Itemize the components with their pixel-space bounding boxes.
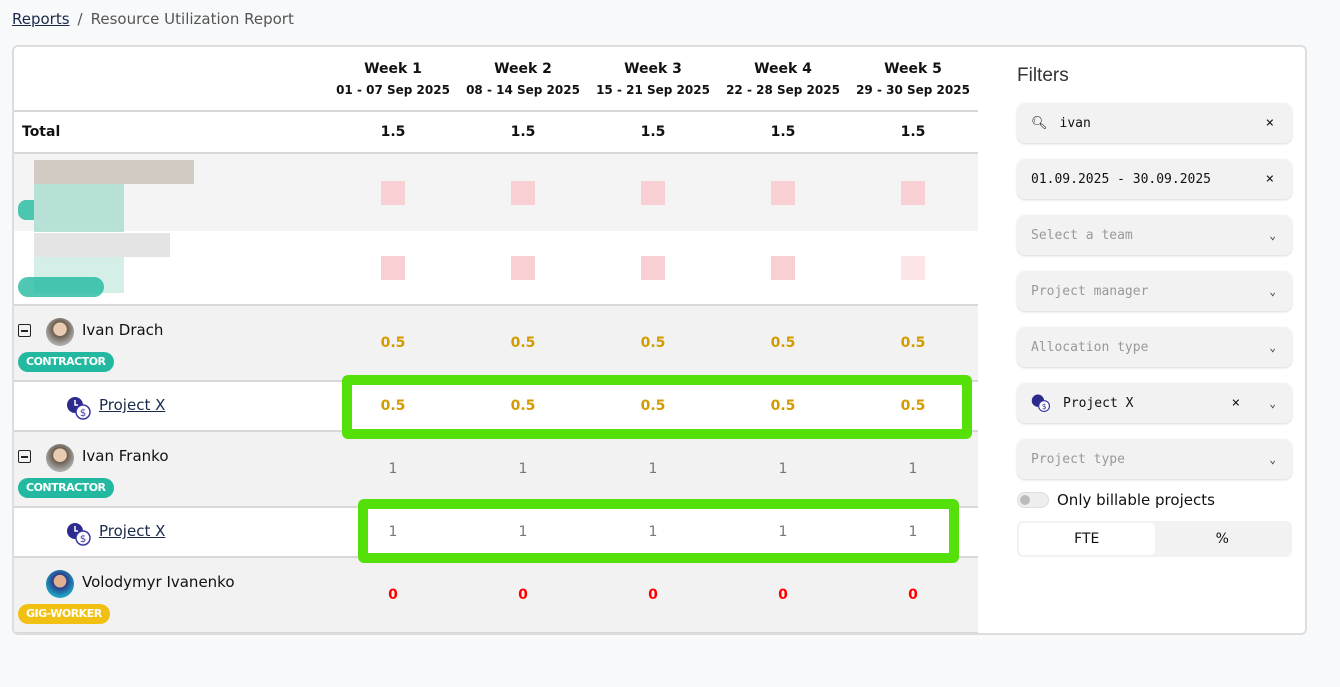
project-manager-select[interactable]: Project manager ⌄ bbox=[1017, 271, 1292, 311]
search-icon: 🔍︎ bbox=[1031, 115, 1048, 131]
chevron-down-icon: ⌄ bbox=[1269, 452, 1276, 466]
avatar bbox=[46, 318, 74, 346]
project-select[interactable]: $ Project X × ⌄ bbox=[1017, 383, 1292, 423]
project-link[interactable]: Project X bbox=[99, 522, 166, 540]
search-input[interactable]: 🔍︎ ivan × bbox=[1017, 103, 1292, 143]
breadcrumb-reports-link[interactable]: Reports bbox=[12, 10, 70, 28]
date-range-input[interactable]: 01.09.2025 - 30.09.2025 × bbox=[1017, 159, 1292, 199]
person-row-ivan-drach: Ivan Drach CONTRACTOR 0.5 0.5 0.5 0.5 0.5 bbox=[14, 306, 978, 382]
clear-project-icon[interactable]: × bbox=[1231, 395, 1240, 411]
utilization-table: Week 1 01 - 07 Sep 2025 Week 2 08 - 14 Sep… bbox=[14, 47, 978, 633]
breadcrumb: Reports / Resource Utilization Report bbox=[12, 10, 294, 28]
chevron-down-icon: ⌄ bbox=[1269, 284, 1276, 298]
total-row: Total 1.5 1.5 1.5 1.5 1.5 bbox=[14, 112, 978, 154]
unit-percent-button[interactable]: % bbox=[1215, 531, 1229, 547]
toggle-switch[interactable] bbox=[1017, 492, 1049, 508]
project-type-select[interactable]: Project type ⌄ bbox=[1017, 439, 1292, 479]
clear-date-icon[interactable]: × bbox=[1265, 171, 1274, 187]
status-badge: CONTRACTOR bbox=[18, 478, 114, 498]
unit-fte-button[interactable]: FTE bbox=[1019, 523, 1155, 555]
clear-search-icon[interactable]: × bbox=[1265, 115, 1274, 131]
redacted-row bbox=[14, 231, 978, 306]
billable-project-icon: $ bbox=[67, 397, 91, 420]
project-link[interactable]: Project X bbox=[99, 396, 166, 414]
filters-panel: Filters 🔍︎ ivan × 01.09.2025 - 30.09.2025 ×… bbox=[1017, 65, 1292, 557]
highlight-box bbox=[342, 375, 972, 439]
collapse-icon[interactable] bbox=[18, 450, 31, 463]
svg-text:$: $ bbox=[1042, 402, 1047, 411]
collapse-icon[interactable] bbox=[18, 324, 31, 337]
billable-project-icon: $ bbox=[1031, 394, 1051, 413]
highlight-box bbox=[358, 499, 959, 563]
team-select[interactable]: Select a team ⌄ bbox=[1017, 215, 1292, 255]
chevron-down-icon: ⌄ bbox=[1269, 228, 1276, 242]
svg-text:$: $ bbox=[80, 408, 86, 419]
redacted-cell bbox=[381, 180, 405, 205]
page-title: Resource Utilization Report bbox=[90, 10, 294, 28]
project-row: $ Project X 0.5 0.5 0.5 0.5 0.5 bbox=[14, 382, 978, 432]
billable-project-icon: $ bbox=[67, 523, 91, 546]
avatar bbox=[46, 444, 74, 472]
svg-text:$: $ bbox=[80, 534, 86, 545]
status-badge: CONTRACTOR bbox=[18, 352, 114, 372]
status-badge: GIG-WORKER bbox=[18, 604, 110, 624]
week-2-header: Week 2 08 - 14 Sep 2025 bbox=[466, 60, 580, 97]
avatar bbox=[46, 570, 74, 598]
week-3-header: Week 3 15 - 21 Sep 2025 bbox=[596, 60, 710, 97]
chevron-down-icon: ⌄ bbox=[1269, 396, 1276, 410]
week-1-header: Week 1 01 - 07 Sep 2025 bbox=[336, 60, 450, 97]
table-header: Week 1 01 - 07 Sep 2025 Week 2 08 - 14 Sep… bbox=[14, 47, 978, 112]
week-4-header: Week 4 22 - 28 Sep 2025 bbox=[726, 60, 840, 97]
allocation-type-select[interactable]: Allocation type ⌄ bbox=[1017, 327, 1292, 367]
billable-toggle[interactable]: Only billable projects bbox=[1017, 491, 1292, 509]
report-card: Week 1 01 - 07 Sep 2025 Week 2 08 - 14 Sep… bbox=[12, 45, 1307, 635]
redacted-row bbox=[14, 154, 978, 232]
chevron-down-icon: ⌄ bbox=[1269, 340, 1276, 354]
week-5-header: Week 5 29 - 30 Sep 2025 bbox=[856, 60, 970, 97]
unit-switch: FTE% bbox=[1017, 521, 1292, 557]
